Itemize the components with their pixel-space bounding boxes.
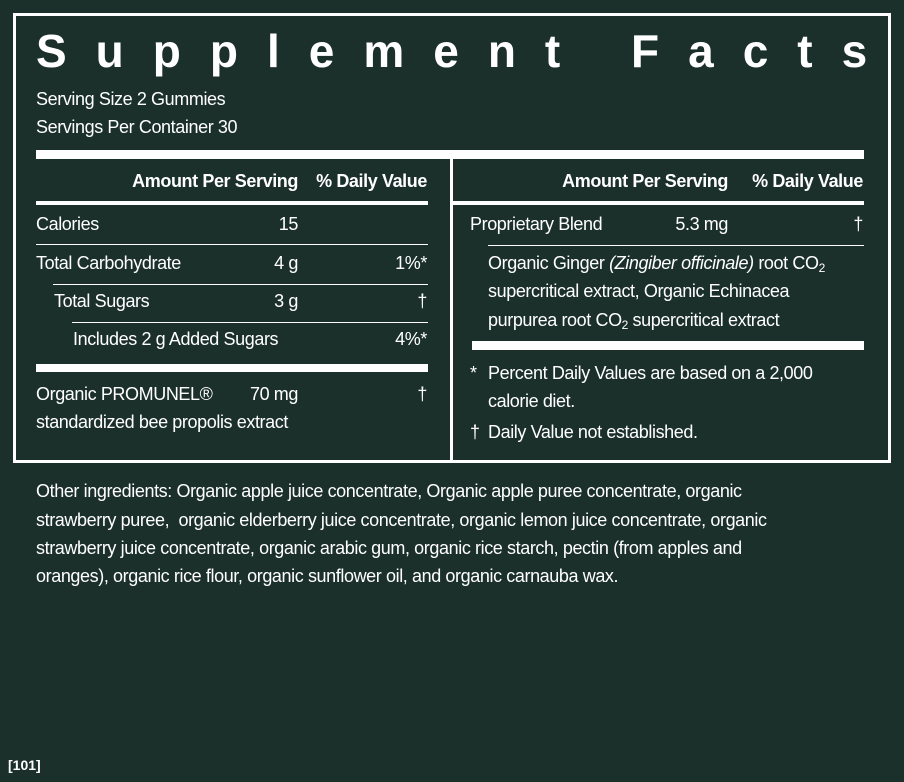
footer-label: [101] [8,757,41,773]
right-header-dv: % Daily Value [752,171,863,191]
row-dv: † [417,291,427,311]
footnote-text: Daily Value not established. [488,422,698,442]
promunel-name: Organic PROMUNEL® [36,384,213,404]
footnote-mark: † [470,422,480,442]
panel-title: Supplement Facts [36,25,897,77]
row-amount: 15 [278,214,299,234]
blend-name: Proprietary Blend [470,214,603,234]
row-amount: 3 g [274,291,298,311]
other-ingredients-line: Other ingredients: Organic apple juice c… [36,481,742,501]
divider [36,201,428,205]
footnote-mark: * [470,363,477,383]
serving-size: Serving Size 2 Gummies [36,89,226,109]
thick-divider [36,150,864,159]
divider [72,322,428,323]
row-name: Total Sugars [54,291,150,311]
blend-ingredients-line: supercritical extract, Organic Echinacea [488,281,790,301]
servings-per-container: Servings Per Container 30 [36,117,238,137]
promunel-desc: standardized bee propolis extract [36,412,288,432]
row-name: Calories [36,214,99,234]
row-dv: 4%* [395,329,427,349]
right-header-amount: Amount Per Serving [562,171,728,191]
footnote-text: Percent Daily Values are based on a 2,00… [488,363,813,383]
promunel-amount: 70 mg [249,384,298,404]
blend-ingredients-line: Organic Ginger (Zingiber officinale) roo… [488,253,825,275]
divider [488,245,864,246]
divider [53,284,428,285]
column-divider [450,159,453,463]
row-amount: 4 g [274,253,298,273]
blend-dv: † [853,214,863,234]
left-header-amount: Amount Per Serving [132,171,298,191]
divider [453,201,864,205]
blend-ingredients-line: purpurea root CO2 supercritical extract [488,310,780,332]
blend-amount: 5.3 mg [675,214,728,234]
thick-divider [36,364,428,372]
divider [36,244,428,245]
thick-divider [472,341,864,350]
row-name: Total Carbohydrate [36,253,181,273]
other-ingredients-line: oranges), organic rice flour, organic su… [36,566,619,586]
promunel-dv: † [417,384,427,404]
row-dv: 1%* [395,253,427,273]
footnote-text: calorie diet. [488,391,575,411]
other-ingredients-line: strawberry juice concentrate, organic ar… [36,538,742,558]
row-name: Includes 2 g Added Sugars [73,329,279,349]
left-header-dv: % Daily Value [316,171,427,191]
other-ingredients-line: strawberry puree, organic elderberry jui… [36,510,767,530]
